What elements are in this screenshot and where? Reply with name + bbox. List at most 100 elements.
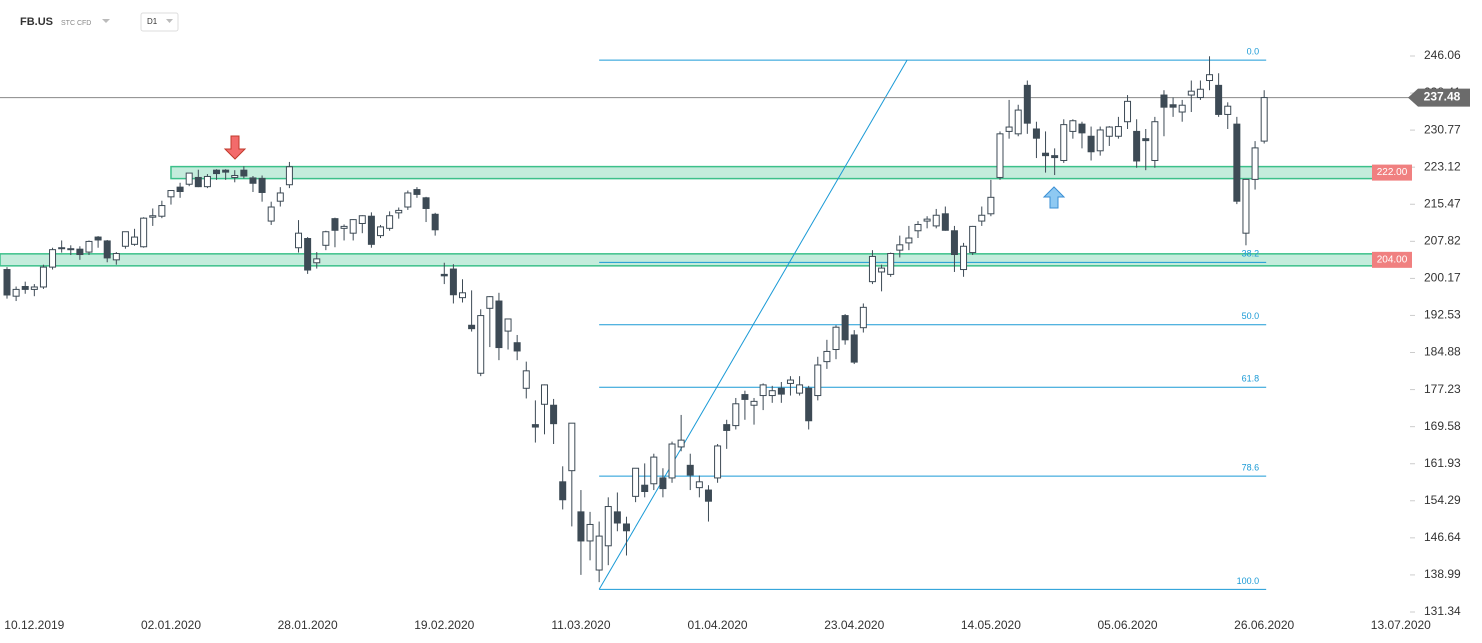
candle-body <box>759 384 767 397</box>
candle-body <box>1124 100 1132 123</box>
candle-body <box>723 424 731 431</box>
candle-body <box>1060 124 1068 161</box>
y-tick-label: 230.77 <box>1424 122 1461 136</box>
candle-body <box>914 223 922 232</box>
candle-body <box>550 404 558 425</box>
candle-body <box>377 226 385 237</box>
candle-body <box>786 379 794 384</box>
candle-body <box>814 364 822 397</box>
candle-body <box>213 169 221 175</box>
price-label-box <box>1408 88 1470 107</box>
y-tick-label: 215.47 <box>1424 196 1461 210</box>
candle-body <box>349 219 357 234</box>
candle-body <box>194 176 202 188</box>
candle-body <box>249 177 257 184</box>
x-tick-label: 26.06.2020 <box>1234 618 1294 632</box>
candle-body <box>969 225 977 254</box>
candle-body <box>495 300 503 349</box>
fib-label: 78.6 <box>1242 463 1260 473</box>
candle-body <box>996 133 1004 178</box>
candle-body <box>559 481 567 501</box>
candle-body <box>641 484 649 493</box>
candle-body <box>285 166 293 186</box>
candle-body <box>1187 90 1195 96</box>
y-tick-label: 192.53 <box>1424 308 1461 322</box>
support-zone <box>170 165 1411 180</box>
candle-body <box>1014 109 1022 135</box>
candle-body <box>49 249 57 268</box>
candle-body <box>267 206 275 222</box>
candle-body <box>395 209 403 214</box>
candle-body <box>459 292 466 299</box>
candle-body <box>140 217 148 248</box>
candle-body <box>276 192 284 202</box>
candle-body <box>203 175 211 188</box>
candle-body <box>568 422 576 472</box>
candle-body <box>1160 94 1168 108</box>
candle-body <box>1133 130 1141 162</box>
dropdown-icon[interactable] <box>102 19 110 23</box>
y-tick-label: 146.64 <box>1424 530 1461 544</box>
fib-label: 38.2 <box>1242 249 1260 259</box>
interval: D1 <box>147 17 158 26</box>
x-tick-label: 23.04.2020 <box>824 618 884 632</box>
candle-body <box>595 535 603 571</box>
interval-select[interactable] <box>140 12 179 32</box>
candle-body <box>577 511 585 542</box>
candle-body <box>322 231 330 246</box>
candle-body <box>777 387 785 395</box>
x-tick-label: 13.07.2020 <box>1371 618 1431 632</box>
candle-body <box>714 445 722 479</box>
candle-body <box>422 197 430 209</box>
candle-body <box>1151 121 1159 161</box>
candle-body <box>30 286 38 290</box>
candle-body <box>477 315 485 374</box>
candle-body <box>859 306 867 329</box>
candle-body <box>304 238 312 271</box>
candle-body <box>650 456 658 485</box>
y-tick-label: 246.06 <box>1424 48 1461 62</box>
candle-body <box>632 467 640 497</box>
candle-body <box>522 370 530 389</box>
candle-body <box>960 245 968 271</box>
candle-body <box>941 213 949 231</box>
candle-body <box>1114 126 1122 137</box>
price-label: 237.48 <box>1424 90 1461 104</box>
candle-body <box>449 268 457 296</box>
x-tick-label: 14.05.2020 <box>961 618 1021 632</box>
candle-body <box>750 400 758 406</box>
candle-body <box>1233 123 1241 202</box>
candle-body <box>732 403 740 427</box>
candle-body <box>3 269 11 296</box>
candle-body <box>12 288 20 297</box>
candle-body <box>604 506 612 547</box>
candle-body <box>231 175 239 178</box>
candle-body <box>1087 135 1095 153</box>
candle-body <box>878 267 886 273</box>
candle-body <box>1206 74 1214 82</box>
candle-body <box>1032 128 1040 139</box>
down-arrow-icon <box>223 135 247 160</box>
candle-body <box>431 213 439 231</box>
candle-body <box>85 240 93 253</box>
candle-body <box>295 232 303 249</box>
candle-body <box>1169 104 1177 108</box>
candle-body <box>39 266 47 288</box>
market: STC CFD <box>61 20 91 27</box>
candle-body <box>1042 152 1050 157</box>
candle-body <box>404 192 412 208</box>
candle-body <box>440 273 448 277</box>
candle-body <box>386 215 394 229</box>
fib-label: 61.8 <box>1242 374 1260 384</box>
y-tick-label: 169.58 <box>1424 419 1461 433</box>
symbol: FB.US <box>20 16 53 28</box>
candle-body <box>21 285 29 290</box>
fib-label: 0.0 <box>1247 47 1260 57</box>
candle-body <box>987 196 995 215</box>
candle-body <box>1051 155 1059 159</box>
candle-body <box>358 215 366 224</box>
candle-body <box>923 218 931 222</box>
candle-body <box>1251 147 1259 180</box>
candle-body <box>1078 123 1086 134</box>
